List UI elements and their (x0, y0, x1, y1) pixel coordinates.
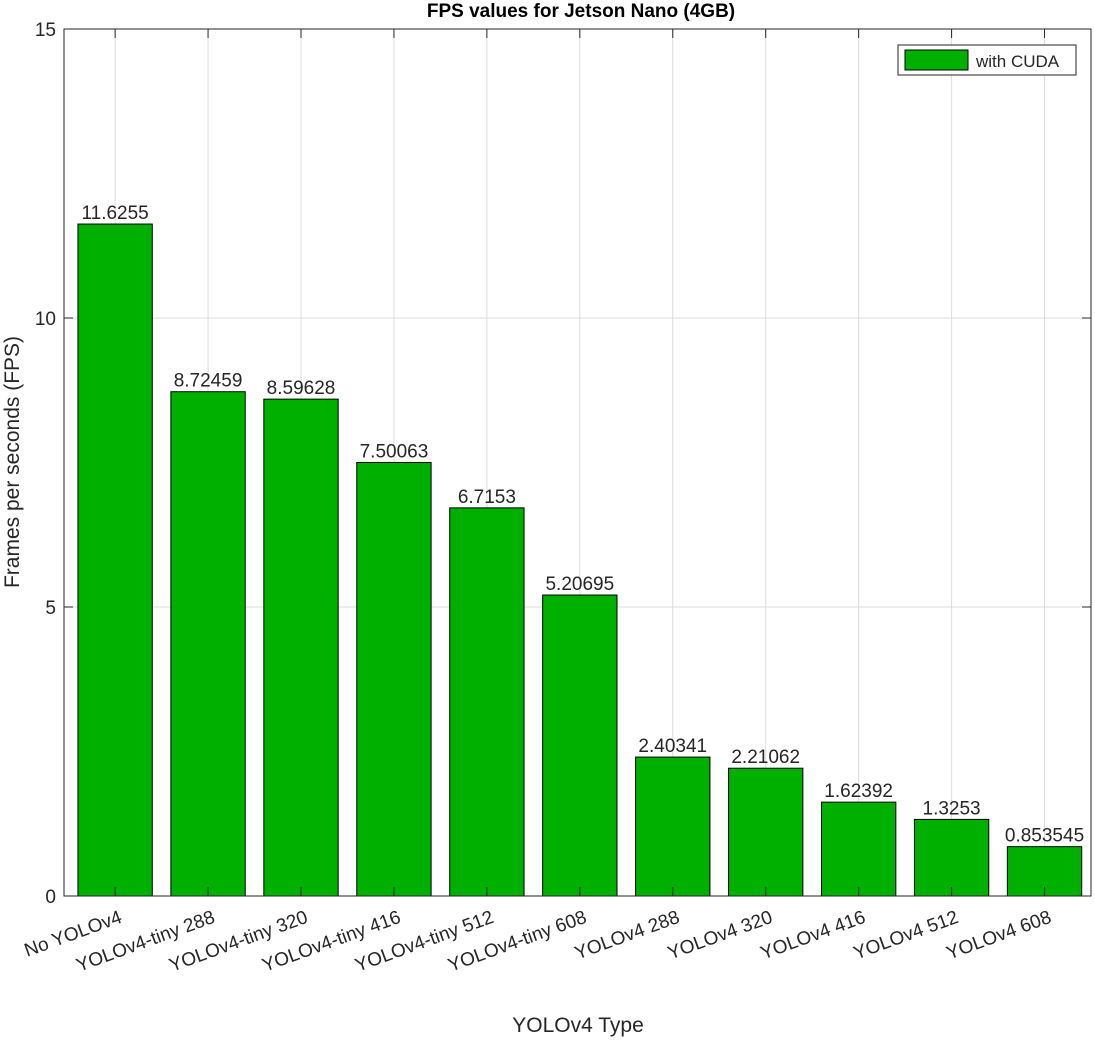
bar-value-label: 8.59628 (267, 378, 336, 399)
y-tick-label: 10 (35, 309, 56, 330)
bar-value-label: 6.7153 (458, 487, 516, 508)
bar (263, 398, 339, 897)
x-tick-label: YOLOv4 608 (944, 907, 1054, 964)
bar-value-label: 8.72459 (174, 371, 243, 392)
bar (356, 461, 432, 897)
y-tick-label: 5 (45, 598, 56, 619)
bar (635, 756, 711, 897)
y-tick-label: 15 (35, 20, 56, 41)
y-axis-label: Frames per seconds (FPS) (1, 336, 24, 588)
bar (170, 391, 246, 897)
bars-group (77, 223, 1083, 897)
x-tick-label: YOLOv4 320 (665, 907, 775, 964)
bar (820, 801, 897, 897)
bar-value-label: 5.20695 (545, 574, 614, 595)
bar-value-label: 7.50063 (360, 441, 429, 462)
bar-value-label: 2.21062 (731, 747, 800, 768)
legend: with CUDA (897, 44, 1077, 76)
bar (913, 818, 990, 897)
legend-swatch (904, 49, 969, 71)
x-tick-label: YOLOv4 416 (758, 907, 868, 964)
bar (542, 594, 618, 897)
x-tick-label: YOLOv4 512 (851, 907, 961, 964)
legend-label: with CUDA (975, 52, 1060, 71)
bar-value-label: 11.6255 (81, 203, 148, 224)
bar-value-label: 2.40341 (638, 736, 707, 757)
bar-value-label: 0.853545 (1005, 826, 1084, 847)
bar-value-label: 1.62392 (824, 781, 893, 802)
x-tick-label: YOLOv4 288 (572, 907, 682, 964)
bar-value-labels: 11.6255 8.72459 8.59628 7.50063 6.7153 5.2069… (81, 203, 1084, 847)
y-tick-label: 0 (45, 887, 56, 908)
x-axis-label: YOLOv4 Type (512, 1014, 644, 1037)
bar (449, 507, 525, 897)
chart-title: FPS values for Jetson Nano (4GB) (427, 1, 735, 22)
bar-value-label: 1.3253 (923, 798, 981, 819)
y-tick-labels: 0 5 10 15 (35, 20, 56, 908)
axis-ticks (64, 28, 1091, 897)
bar (728, 767, 804, 897)
bar (77, 223, 153, 897)
plot-frame (63, 28, 1092, 897)
